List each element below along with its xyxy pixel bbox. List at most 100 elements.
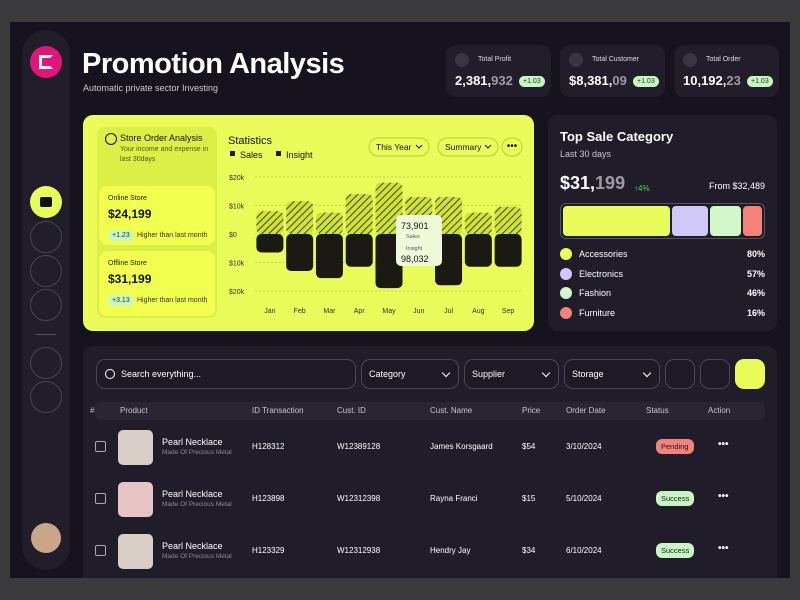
filter-dropdown[interactable]: Supplier [464,359,559,389]
upload-button[interactable] [700,359,730,389]
status-badge: Success [656,543,695,558]
dropdown-label: This Year [376,142,412,152]
category-segment [710,206,741,236]
bar [375,234,403,289]
y-tick-label: $10k [229,261,245,268]
column-header: ID Transaction [252,406,304,415]
category-segment [672,206,709,236]
cell-price: $54 [522,442,536,451]
bar [256,234,284,253]
page-subtitle: Automatic private sector Investing [83,83,219,93]
clipboard-button[interactable] [735,359,765,389]
store-order-title: Store Order Analysis [120,133,203,143]
cell-id: H123329 [252,546,285,555]
legend-label: Sales [240,150,263,160]
dropdown[interactable] [368,137,430,157]
cell-date: 3/10/2024 [566,442,602,451]
cell-name: Rayna Franci [430,494,478,503]
column-header: Action [708,406,731,415]
action-menu[interactable]: ••• [718,543,729,554]
cell-name: Hendry Jay [430,546,471,555]
store-change: +1.23 [108,230,134,241]
store-order-subtitle: Your income and expense in last 30days [120,146,209,163]
store-card: Offline Store $31,199 +3.13 Higher than las… [99,251,215,316]
nav-home[interactable] [30,186,62,218]
y-tick-label: $20k [229,289,245,296]
action-menu[interactable]: ••• [718,491,729,502]
search-box[interactable]: Search everything... [96,359,356,389]
store-value: $31,199 [108,272,152,286]
bar [256,211,284,234]
column-header: # [90,406,95,415]
status-badge: Pending [656,439,694,454]
column-header: Status [646,406,669,415]
cell-date: 5/10/2024 [566,494,602,503]
nav-help[interactable] [30,381,62,413]
bar [464,212,492,234]
row-checkbox[interactable] [95,493,106,504]
tooltip-value: 73,901 [401,221,429,231]
filter-dropdown[interactable]: Storage [564,359,660,389]
product-name: Pearl Necklace [162,437,223,447]
category-icon [560,267,572,280]
kpi-change: +1.03 [747,76,773,87]
x-tick-label: Aug [472,308,485,315]
category-segment [563,206,671,236]
store-change: +3.13 [108,295,134,306]
top-sale-from: From $32,489 [708,181,765,191]
kpi-change: +1.03 [519,76,545,87]
logo-mark [39,55,53,69]
cell-cust-id: W12312938 [337,546,381,555]
bar [286,201,314,234]
logo[interactable] [30,46,62,78]
column-header: Product [120,406,148,415]
statistics-chart: Statistics Sales Insight This Year Summary ••… [228,135,523,315]
chevron [441,368,451,378]
row-checkbox[interactable] [95,441,106,452]
product-image [118,482,153,517]
filter-button[interactable] [665,359,695,389]
column-header: Cust. ID [337,406,366,415]
category-segment [742,206,762,236]
kpi-card: Total Profit 2,381,932 +1.03 [446,45,551,97]
statistics-panel: Store Order Analysis Your income and exp… [83,115,534,331]
table-header [95,402,765,420]
tooltip-label: Sales [406,234,420,240]
category-percent: 80% [746,249,765,259]
product-desc: Made Of Precious Metal [162,553,232,560]
cell-price: $15 [522,494,536,503]
coin-icon [105,133,117,145]
kpi-value: 2,381,932 [455,73,513,88]
filter-dropdown[interactable]: Category [361,359,459,389]
dropdown[interactable] [437,137,499,157]
bar [494,234,522,267]
product-desc: Made Of Precious Metal [162,501,232,508]
top-sale-title: Top Sale Category [560,129,674,144]
x-tick-label: Jul [444,308,453,315]
orders-panel: Search everything... Category Supplier Sto… [83,346,777,578]
sidebar [22,30,70,570]
avatar[interactable] [31,523,61,553]
more-button[interactable] [501,137,523,157]
kpi-value: $8,381,09 [569,73,627,88]
nav-users[interactable] [30,255,62,287]
y-tick-label: $20k [229,175,245,182]
nav-chat[interactable] [30,221,62,253]
store-note: Higher than last month [137,297,208,304]
dropdown-label: Storage [572,369,604,379]
kpi-icon [455,53,469,67]
cell-cust-id: W12312398 [337,494,381,503]
store-name: Online Store [108,195,147,202]
store-note: Higher than last month [137,232,208,239]
product-desc: Made Of Precious Metal [162,449,232,456]
category-percent: 57% [746,268,765,279]
category-icon [560,287,572,299]
nav-docs[interactable] [30,289,62,321]
row-checkbox[interactable] [95,545,106,556]
category-name: Furniture [579,307,616,318]
x-tick-label: Jan [264,308,275,315]
nav-settings[interactable] [30,347,62,379]
bar [494,206,522,234]
action-menu[interactable]: ••• [718,439,729,450]
value-dim: 23 [726,73,741,88]
